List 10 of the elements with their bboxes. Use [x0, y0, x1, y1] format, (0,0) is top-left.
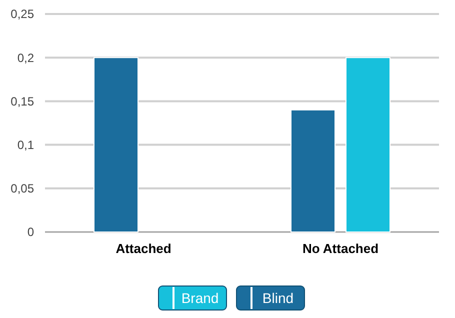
y-tick-label: 0,25 — [10, 7, 34, 22]
x-tick-label: No Attached — [302, 241, 379, 256]
x-tick-label: Attached — [116, 241, 172, 256]
text: Blind — [262, 290, 294, 306]
text: Brand — [181, 290, 219, 306]
y-tick-label: 0,05 — [10, 182, 34, 196]
y-tick-label: 0,15 — [10, 94, 34, 108]
y-tick-label: 0,1 — [17, 138, 34, 152]
y-tick-label: 0,2 — [17, 50, 34, 65]
y-tick-label: 0 — [27, 225, 34, 240]
